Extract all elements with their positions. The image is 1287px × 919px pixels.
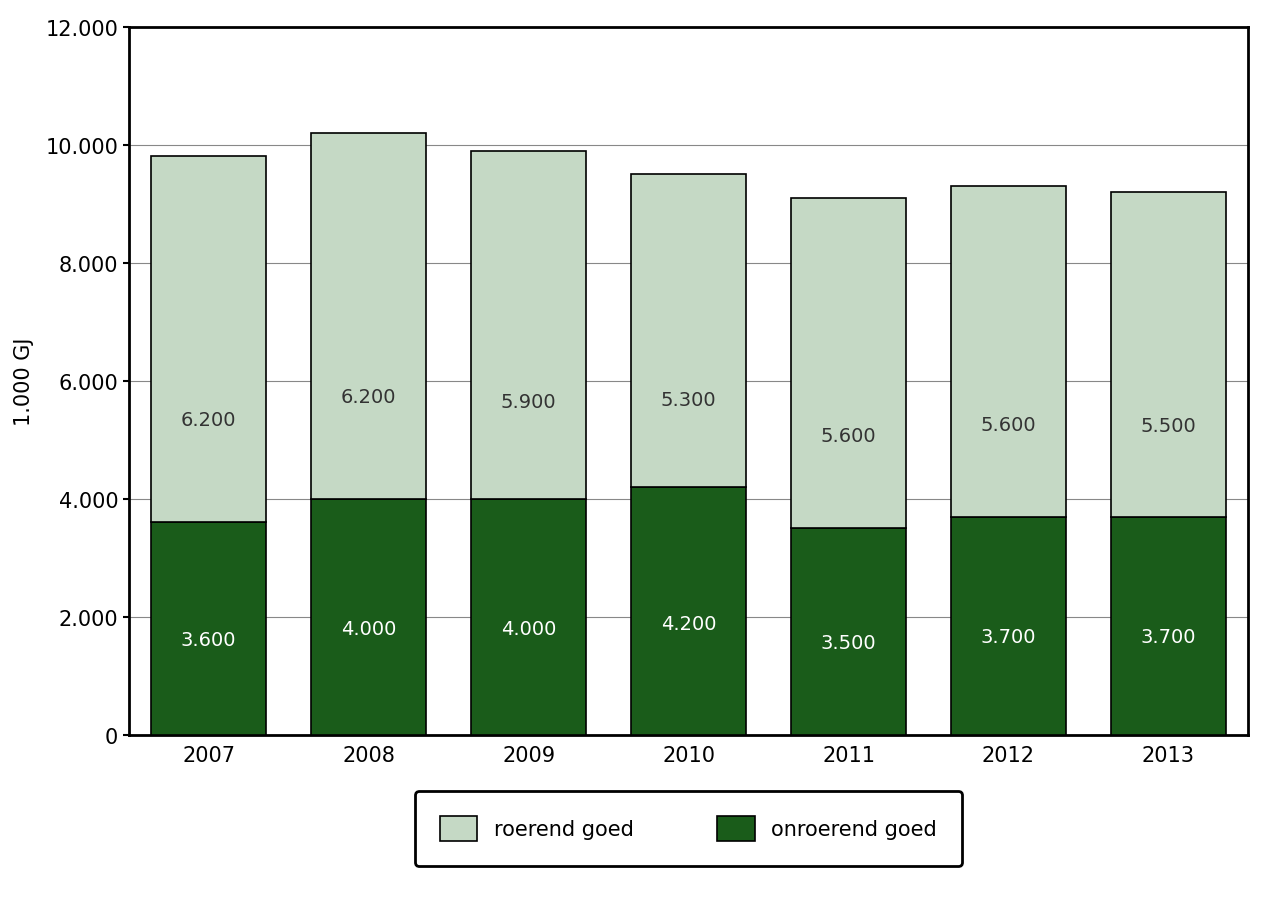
Text: 3.700: 3.700 bbox=[1140, 628, 1196, 646]
Bar bbox=[631, 175, 746, 487]
Text: 3.600: 3.600 bbox=[181, 630, 237, 649]
Y-axis label: 1.000 GJ: 1.000 GJ bbox=[14, 337, 35, 425]
Text: 6.200: 6.200 bbox=[181, 411, 237, 430]
Text: 5.500: 5.500 bbox=[1140, 416, 1197, 436]
Text: 4.200: 4.200 bbox=[660, 614, 717, 633]
Bar bbox=[471, 152, 586, 499]
Bar bbox=[1111, 517, 1227, 735]
Legend: roerend goed, onroerend goed: roerend goed, onroerend goed bbox=[414, 791, 963, 867]
Text: 5.300: 5.300 bbox=[660, 391, 717, 410]
Bar bbox=[631, 487, 746, 735]
Text: 3.700: 3.700 bbox=[981, 628, 1036, 646]
Text: 3.500: 3.500 bbox=[821, 633, 876, 652]
Bar bbox=[951, 187, 1066, 517]
Bar bbox=[311, 133, 426, 499]
Text: 4.000: 4.000 bbox=[501, 619, 556, 639]
Text: 5.600: 5.600 bbox=[981, 415, 1036, 434]
Text: 6.200: 6.200 bbox=[341, 388, 396, 406]
Bar bbox=[151, 523, 266, 735]
Text: 5.600: 5.600 bbox=[821, 426, 876, 446]
Bar bbox=[471, 499, 586, 735]
Text: 4.000: 4.000 bbox=[341, 619, 396, 639]
Bar bbox=[792, 199, 906, 528]
Bar bbox=[951, 517, 1066, 735]
Text: 5.900: 5.900 bbox=[501, 392, 556, 412]
Bar bbox=[792, 528, 906, 735]
Bar bbox=[151, 157, 266, 523]
Bar bbox=[311, 499, 426, 735]
Bar bbox=[1111, 193, 1227, 517]
